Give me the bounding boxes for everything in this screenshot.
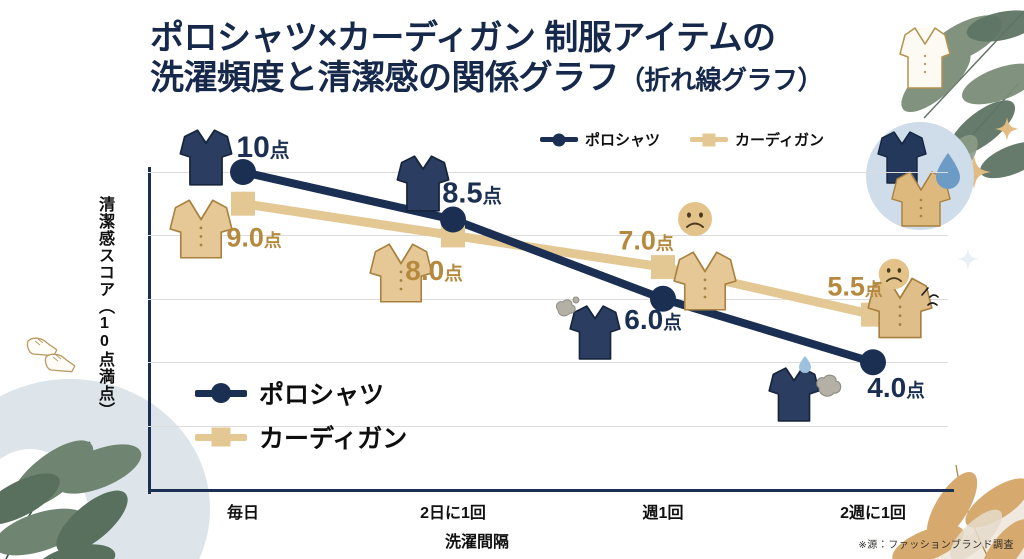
title-line-1: ポロシャツ×カーディガン 制服アイテムの — [150, 19, 776, 57]
data-label-cardigan-2: 7.0点 — [618, 225, 674, 256]
stink-lines-icon — [921, 287, 939, 306]
marker-polo-2 — [650, 285, 676, 312]
legend-inner-line-cardigan — [195, 427, 247, 447]
line-polo — [239, 168, 877, 367]
y-axis-line — [148, 167, 151, 494]
source-note: ※源：ファッションブランド調査 — [858, 540, 1014, 551]
circle-marker-icon — [211, 383, 231, 403]
legend-top-label-cardigan: カーディガン — [735, 132, 824, 149]
legend-top-item-cardigan[interactable]: カーディガン — [690, 129, 824, 150]
gridline-10 — [148, 172, 948, 173]
circle-marker-icon — [552, 133, 566, 146]
x-axis-title: 洗濯間隔 — [444, 534, 509, 551]
cardigan-illustration-2days-icon — [369, 243, 433, 303]
plot-area — [148, 159, 954, 494]
water-droplet-icon — [936, 153, 960, 189]
x-tick-3: 2週に1回 — [840, 505, 906, 522]
sweat-drop-2weeks-icon — [799, 356, 811, 373]
badge-polo-shirt-icon — [877, 131, 927, 184]
legend-inner-label-polo: ポロシャツ — [259, 381, 385, 409]
data-label-polo-1: 8.5点 — [442, 177, 502, 210]
badge-cardigan-icon — [891, 171, 951, 227]
legend-inner-line-polo — [195, 383, 247, 403]
dirt-blob-2weeks-icon — [816, 374, 842, 397]
square-marker-icon — [211, 427, 231, 447]
line-cardigan — [238, 199, 878, 320]
gridline-8 — [148, 235, 948, 237]
cardigan-illustration-daily-icon — [169, 199, 233, 259]
sparkle-icon-small — [995, 117, 1019, 141]
data-label-polo-0: 10点 — [236, 131, 290, 164]
legend-inner-item-polo[interactable]: ポロシャツ — [195, 375, 407, 411]
x-tick-2: 週1回 — [642, 505, 684, 522]
cardigan-illustration-2weeks-icon — [867, 277, 933, 339]
marker-polo-1 — [440, 206, 466, 233]
x-axis-line — [148, 489, 954, 492]
x-tick-0: 毎日 — [226, 505, 260, 522]
y-axis-title: 清潔感スコア（10点満点） — [96, 196, 113, 419]
gridline-4 — [148, 362, 948, 364]
marker-cardigan-0 — [231, 191, 255, 216]
polo-illustration-2days-icon — [396, 155, 450, 212]
legend-line-swatch-cardigan — [690, 133, 729, 146]
marker-polo-3 — [860, 349, 886, 376]
cardigan-illustration-weekly-icon — [673, 251, 737, 311]
legend-inner-label-cardigan: カーディガン — [259, 425, 408, 453]
polo-illustration-weekly-icon — [569, 305, 621, 360]
legend-inner: ポロシャツ カーディガン — [195, 375, 407, 463]
sad-face-2weeks-icon — [878, 258, 910, 290]
marker-polo-0 — [230, 159, 256, 185]
shoes-outline-icon — [26, 337, 76, 373]
sad-face-weekly-icon — [678, 202, 712, 236]
legend-top: ポロシャツ カーディガン — [540, 129, 824, 150]
dirt-smudge-weekly-icon — [555, 296, 580, 317]
legend-line-swatch-polo — [540, 133, 578, 146]
title-line-2: 洗濯頻度と清潔感の関係グラフ（折れ線グラフ） — [150, 58, 910, 100]
polo-illustration-daily-icon — [179, 129, 233, 186]
sparkle-icon-faint — [957, 248, 979, 270]
page-title: ポロシャツ×カーディガン 制服アイテムの 洗濯頻度と清潔感の関係グラフ（折れ線グ… — [150, 18, 910, 100]
legend-top-label-polo: ポロシャツ — [585, 132, 661, 149]
data-label-cardigan-1: 8.0点 — [405, 255, 463, 286]
data-label-polo-3: 4.0点 — [867, 372, 925, 403]
marker-cardigan-2 — [651, 255, 675, 280]
data-label-cardigan-3: 5.5点 — [827, 271, 883, 302]
legend-top-item-polo[interactable]: ポロシャツ — [540, 129, 660, 150]
gridline-6 — [148, 298, 948, 300]
data-label-cardigan-0: 9.0点 — [226, 222, 282, 253]
title-line-2-main: 洗濯頻度と清潔感の関係グラフ — [150, 59, 620, 97]
gridline-2 — [148, 425, 948, 427]
data-label-polo-2: 6.0点 — [624, 304, 682, 335]
title-line-2-paren: （折れ線グラフ） — [619, 65, 824, 95]
x-tick-1: 2日に1回 — [420, 505, 486, 522]
legend-inner-item-cardigan[interactable]: カーディガン — [195, 419, 407, 455]
x-axis-title-wrap: 洗濯間隔 — [0, 528, 1024, 552]
square-marker-icon — [702, 133, 716, 146]
series-lines — [230, 159, 886, 376]
